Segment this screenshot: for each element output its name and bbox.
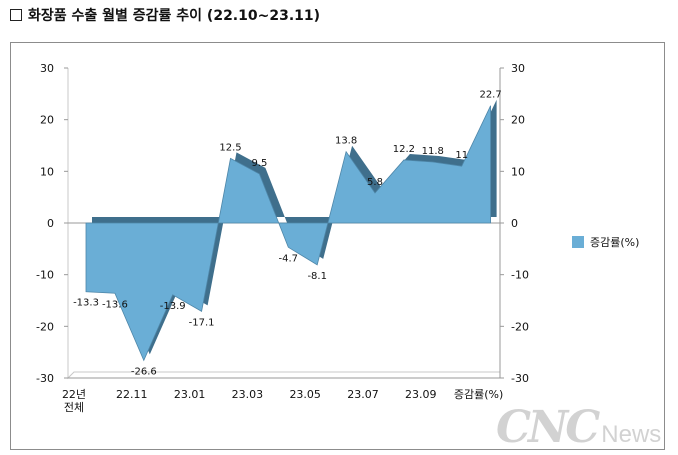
x-tick-label: 23.07 bbox=[347, 388, 379, 401]
x-tick-label: 전체 bbox=[64, 401, 84, 414]
y-tick-label: 0 bbox=[47, 217, 54, 230]
data-label: 22.7 bbox=[479, 90, 501, 101]
y2-tick-label: 30 bbox=[511, 62, 525, 75]
legend-label: 증감률(%) bbox=[590, 236, 640, 249]
watermark-sub: News bbox=[601, 420, 662, 448]
chart-frame bbox=[10, 42, 665, 450]
data-label: 9.5 bbox=[251, 158, 267, 169]
x-tick-label: 22년 bbox=[62, 388, 86, 401]
data-label: -13.6 bbox=[102, 299, 128, 310]
x-tick-label: 23.01 bbox=[174, 388, 206, 401]
y2-tick-label: 0 bbox=[511, 217, 518, 230]
data-label: 5.8 bbox=[367, 177, 383, 188]
x-tick-label: 23.05 bbox=[289, 388, 321, 401]
area-fill bbox=[85, 105, 491, 362]
legend-swatch bbox=[572, 236, 584, 248]
data-label: 12.2 bbox=[393, 144, 415, 155]
y2-tick-label: 20 bbox=[511, 114, 525, 127]
y-tick-label: -30 bbox=[36, 372, 54, 385]
y-tick-label: 20 bbox=[40, 114, 54, 127]
data-label: 13.8 bbox=[335, 136, 357, 147]
x-tick-label: 23.03 bbox=[232, 388, 264, 401]
data-label: 11 bbox=[455, 150, 468, 161]
data-label: -26.6 bbox=[131, 366, 157, 377]
data-label: 11.8 bbox=[422, 146, 444, 157]
x-tick-label: 증감률(%) bbox=[454, 388, 503, 401]
data-label: -8.1 bbox=[307, 271, 327, 282]
chart-title: 화장품 수출 월별 증감률 추이 (22.10~23.11) bbox=[28, 8, 321, 24]
y-tick-label: 10 bbox=[40, 165, 54, 178]
y2-tick-label: -30 bbox=[511, 372, 529, 385]
data-label: 12.5 bbox=[219, 142, 241, 153]
x-tick-label: 23.09 bbox=[405, 388, 437, 401]
legend: 증감률(%) bbox=[572, 234, 639, 250]
checkbox-icon bbox=[10, 9, 22, 21]
watermark-main: CNC bbox=[496, 402, 600, 453]
chart-heading: 화장품 수출 월별 증감률 추이 (22.10~23.11) bbox=[10, 4, 320, 26]
y-tick-label: -20 bbox=[36, 320, 54, 333]
y-tick-label: 30 bbox=[40, 62, 54, 75]
data-label: -4.7 bbox=[279, 253, 299, 264]
watermark-logo: CNC News bbox=[496, 390, 668, 450]
y2-tick-label: -10 bbox=[511, 269, 529, 282]
data-label: -13.9 bbox=[160, 301, 186, 312]
data-label: -17.1 bbox=[189, 317, 215, 328]
y-tick-label: -10 bbox=[36, 269, 54, 282]
y2-tick-label: -20 bbox=[511, 320, 529, 333]
y2-tick-label: 10 bbox=[511, 165, 525, 178]
data-label: -13.3 bbox=[73, 298, 99, 309]
x-tick-label: 22.11 bbox=[116, 388, 148, 401]
